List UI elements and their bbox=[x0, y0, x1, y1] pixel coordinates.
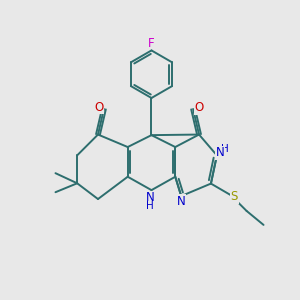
Text: O: O bbox=[94, 101, 103, 114]
Text: H: H bbox=[221, 144, 229, 154]
Text: N: N bbox=[216, 146, 225, 160]
Text: N: N bbox=[146, 191, 155, 204]
Text: F: F bbox=[148, 38, 155, 50]
Text: S: S bbox=[231, 190, 238, 203]
Text: N: N bbox=[177, 195, 186, 208]
Text: O: O bbox=[194, 101, 204, 114]
Text: H: H bbox=[146, 201, 154, 211]
